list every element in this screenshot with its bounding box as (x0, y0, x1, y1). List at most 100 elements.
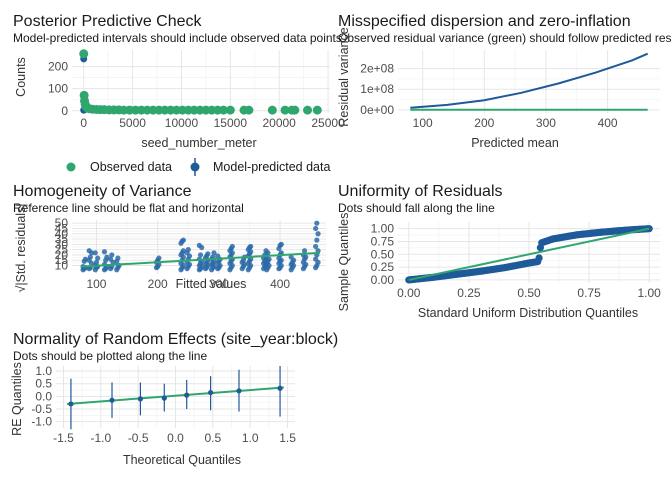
homogeneity-subtitle: Reference line should be flat and horizo… (13, 201, 244, 215)
quantile-point (645, 225, 653, 233)
y-tick-label: 1.0 (35, 364, 52, 378)
y-tick-label: 30 (55, 237, 69, 251)
residual-point (180, 237, 186, 243)
x-tick-label: 0.75 (577, 286, 601, 300)
re-point (208, 389, 214, 396)
homogeneity-xlabel: Fitted values (176, 277, 247, 291)
quantile-point (535, 254, 543, 262)
x-tick-label: 20000 (262, 116, 296, 130)
re-point (277, 385, 283, 391)
residual-point (211, 250, 217, 256)
dispersion-subtitle: Observed residual variance (green) shoul… (338, 31, 672, 45)
x-tick-label: -0.5 (128, 431, 149, 445)
re-normality-subtitle: Dots should be plotted along the line (13, 349, 207, 363)
observed-point (280, 105, 290, 115)
x-tick-label: 25000 (311, 116, 345, 130)
residual-point (315, 231, 321, 237)
y-tick-label: 25 (55, 243, 69, 257)
y-tick-label: -0.5 (31, 402, 52, 416)
residual-point (93, 259, 100, 265)
y-tick-label: 35 (55, 232, 69, 246)
x-tick-label: 200 (474, 116, 494, 130)
x-tick-label: 1.0 (242, 431, 259, 445)
re-normality-title: Normality of Random Effects (site_year:b… (13, 331, 338, 348)
residual-point (205, 251, 211, 257)
y-tick-label: 1e+08 (360, 82, 394, 96)
legend: Observed data Model-predicted data (66, 158, 330, 176)
dispersion-xlabel: Predicted mean (471, 136, 559, 150)
y-tick-label: 15 (55, 253, 69, 267)
dispersion-title: Misspecified dispersion and zero-inflati… (338, 13, 631, 30)
x-tick-label: 100 (86, 277, 106, 291)
residual-point (92, 250, 98, 256)
ppc-ylabel: Counts (14, 57, 28, 97)
predicted-variance-curve (410, 52, 649, 109)
x-tick-label: 15000 (214, 116, 248, 130)
y-tick-label: 0.00 (371, 273, 395, 287)
dispersion-ylabel: Residual variance (337, 27, 351, 126)
residual-point (215, 253, 221, 259)
homogeneity-ylabel: √|Std. residuals| (14, 203, 28, 292)
y-tick-label: 40 (55, 227, 69, 241)
y-tick-label: 0e+00 (360, 103, 394, 117)
residual-point (185, 247, 191, 253)
y-tick-label: 20 (55, 248, 69, 262)
x-tick-label: 1.5 (279, 431, 296, 445)
re-point (161, 395, 167, 401)
y-tick-label: 0.75 (371, 234, 395, 248)
y-tick-label: 50 (55, 216, 69, 230)
re-normality-xlabel: Theoretical Quantiles (123, 453, 241, 467)
y-tick-label: 1.00 (371, 222, 395, 236)
residual-point (197, 252, 204, 258)
residual-point (278, 241, 284, 247)
panel-re-normality-text: Normality of Random Effects (site_year:b… (10, 331, 338, 467)
x-tick-label: 300 (209, 277, 229, 291)
residual-point (115, 255, 121, 261)
x-tick-label: 1.00 (638, 286, 662, 300)
y-tick-label: 200 (48, 60, 68, 74)
residual-point (101, 249, 108, 255)
x-tick-label: 400 (270, 277, 290, 291)
observed-point (267, 105, 277, 115)
re-normality-plot: -1.5 -1.0 -0.5 0.0 0.5 1.0 1.5-1.0-0.50.00.51.… (31, 364, 296, 445)
residual-point (107, 256, 114, 262)
ppc-title: Posterior Predictive Check (13, 13, 203, 30)
residual-point (87, 254, 93, 260)
residual-point (301, 248, 308, 254)
residual-point (314, 220, 320, 226)
legend-observed-key (66, 162, 76, 172)
observed-point (225, 105, 235, 115)
observed-point (79, 49, 89, 59)
x-tick-label: 5000 (119, 116, 146, 130)
uniformity-xlabel: Standard Uniform Distribution Quantiles (418, 306, 638, 320)
residual-point (109, 252, 115, 258)
reference-line (408, 227, 650, 281)
x-tick-label: 10000 (165, 116, 199, 130)
x-tick-label: -1.0 (90, 431, 111, 445)
panel-uniformity-text: Uniformity of Residuals Dots should fall… (337, 183, 638, 320)
legend-observed-label: Observed data (90, 160, 172, 174)
uniformity-ylabel: Sample Quantiles (337, 213, 351, 312)
observed-point (290, 105, 300, 115)
ppc-xlabel: seed_number_meter (141, 136, 256, 150)
panel-dispersion-text: Misspecified dispersion and zero-inflati… (337, 13, 672, 150)
x-tick-label: 300 (536, 116, 556, 130)
observed-point (218, 105, 228, 115)
ppc-plot: 0 5000 10000 15000 20000 25000 0 100 200 (48, 49, 345, 130)
x-tick-label: 0.00 (397, 286, 421, 300)
re-point (68, 401, 74, 407)
y-tick-label: 45 (55, 221, 69, 235)
x-tick-label: 0.0 (167, 431, 184, 445)
x-tick-label: 400 (598, 116, 618, 130)
residual-point (313, 256, 319, 262)
legend-predicted-key (190, 162, 200, 172)
residual-point (288, 254, 294, 260)
x-tick-label: 0 (80, 116, 87, 130)
dispersion-plot: 100 200 300 400 0e+00 1e+08 2e+08 (360, 50, 660, 130)
reference-line (67, 386, 284, 405)
y-tick-label: 0 (61, 104, 68, 118)
residual-point (86, 248, 92, 254)
uniformity-title: Uniformity of Residuals (338, 183, 503, 200)
